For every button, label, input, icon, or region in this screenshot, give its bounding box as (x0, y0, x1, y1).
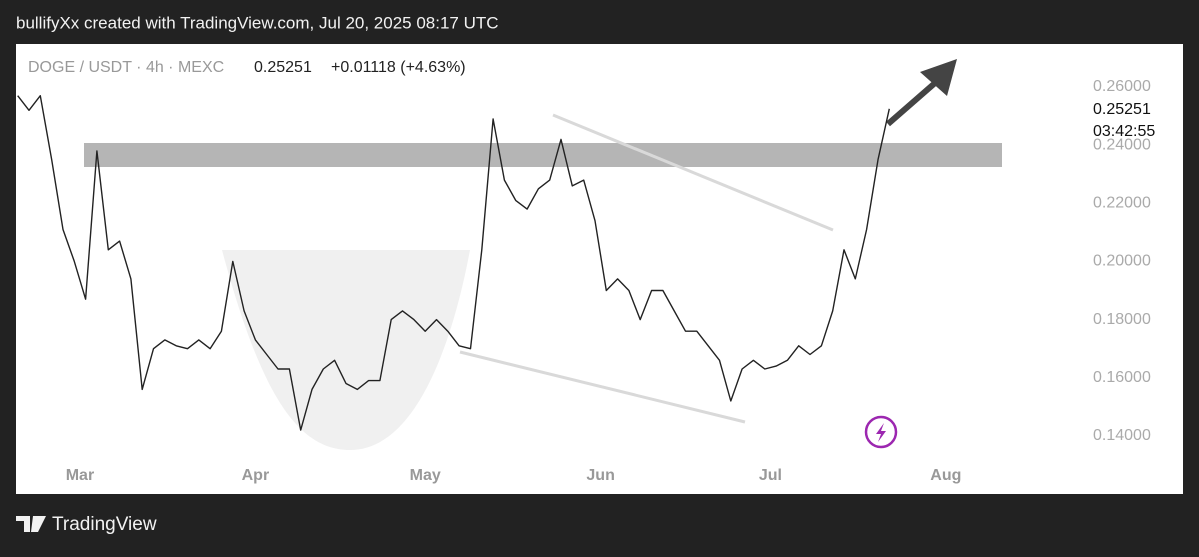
plot (17, 95, 890, 431)
price-line (17, 95, 890, 431)
axis-price-label: 0.25251 (1093, 101, 1151, 118)
header: bullifyXx created with TradingView.com, … (16, 13, 499, 32)
event-icon (864, 415, 898, 449)
footer-logo: TradingView (16, 514, 157, 535)
logo-icon (16, 516, 46, 532)
cup-shape (222, 250, 470, 450)
price-label-box (1088, 99, 1178, 143)
arrow-shaft (886, 80, 937, 127)
footer-text: TradingView (52, 514, 157, 535)
event-icon-bolt (876, 423, 886, 442)
x-tick-label: Mar (66, 467, 94, 484)
y-tick-label: 0.20000 (1093, 253, 1151, 270)
x-tick-label: Jun (586, 467, 614, 484)
plot-background (16, 44, 1183, 494)
header-change: +0.01118 (+4.63%) (331, 59, 466, 76)
x-tick-label: Apr (242, 467, 270, 484)
countdown-label: 03:42:55 (1093, 123, 1155, 140)
y-tick-label: 0.24000 (1093, 136, 1151, 153)
resistance-zone (84, 143, 1002, 167)
arrow-head (920, 59, 957, 96)
x-tick-label: Jul (759, 467, 782, 484)
x-tick-label: Aug (930, 467, 961, 484)
x-tick-label: May (410, 467, 441, 484)
trend-line (459, 350, 746, 424)
y-tick-label: 0.16000 (1093, 369, 1151, 386)
header-price: 0.25251 (254, 59, 312, 76)
y-tick-label: 0.22000 (1093, 195, 1151, 212)
y-tick-label: 0.26000 (1093, 78, 1151, 95)
y-tick-label: 0.14000 (1093, 427, 1151, 444)
trend-line (552, 113, 834, 232)
symbol-label: DOGE / USDT · 4h · MEXC (28, 59, 224, 76)
y-tick-label: 0.18000 (1093, 311, 1151, 328)
